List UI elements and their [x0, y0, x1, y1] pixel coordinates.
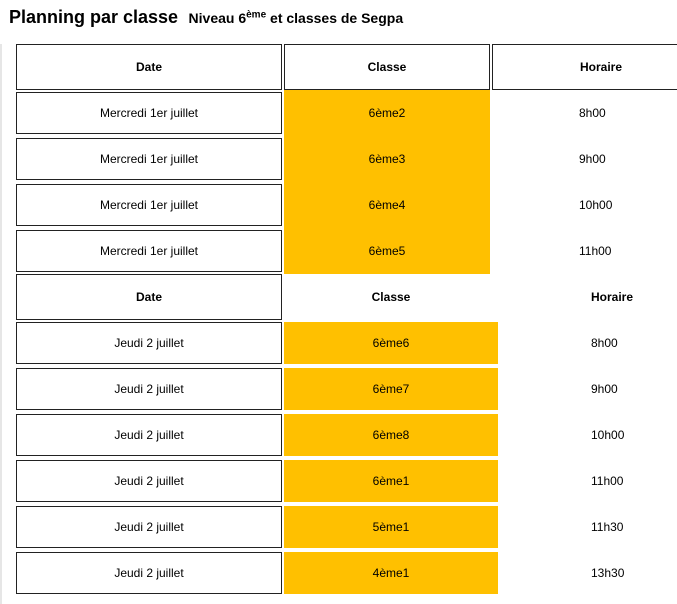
class-cell: 6ème8 [284, 414, 498, 456]
class-cell: 4ème1 [284, 552, 498, 594]
class-cell: 6ème5 [284, 228, 490, 274]
time-cell: 9h00 [591, 382, 618, 396]
page-title: Planning par classe [9, 7, 179, 27]
schedule-table: Date Classe Horaire Mercredi 1er juillet… [14, 44, 677, 596]
class-cell: 6ème1 [284, 460, 498, 502]
header-date: Date [16, 274, 282, 320]
table-row: Mercredi 1er juillet 6ème3 9h00 [14, 136, 677, 182]
time-cell: 11h00 [591, 474, 624, 488]
class-cell: 6ème4 [284, 182, 490, 228]
table-row: Jeudi 2 juillet 6ème8 10h00 [14, 412, 677, 458]
header-classe: Classe [284, 44, 490, 90]
time-cell: 8h00 [579, 106, 606, 120]
page-heading: Planning par classe Niveau 6ème et class… [9, 7, 403, 28]
header-horaire: Horaire [591, 290, 634, 304]
subtitle-prefix: Niveau 6 [188, 10, 247, 26]
header-row-1: Date Classe Horaire [14, 44, 677, 90]
time-cell: 11h30 [591, 520, 624, 534]
time-cell: 10h00 [591, 428, 625, 442]
header-horaire: Horaire [492, 44, 677, 90]
subtitle-suffix: et classes de Segpa [266, 10, 404, 26]
date-cell: Mercredi 1er juillet [16, 92, 282, 134]
table-row: Jeudi 2 juillet 4ème1 13h30 [14, 550, 677, 596]
time-cell: 13h30 [591, 566, 625, 580]
class-cell: 6ème6 [284, 322, 498, 364]
date-cell: Jeudi 2 juillet [16, 460, 282, 502]
subtitle-superscript: ème [246, 9, 267, 21]
class-cell: 6ème2 [284, 90, 490, 136]
table-row: Mercredi 1er juillet 6ème4 10h00 [14, 182, 677, 228]
time-cell: 11h00 [579, 244, 612, 258]
time-cell: 10h00 [579, 198, 613, 212]
date-cell: Jeudi 2 juillet [16, 368, 282, 410]
header-date: Date [16, 44, 282, 90]
header-row-2: Date Classe Horaire [14, 274, 677, 320]
date-cell: Jeudi 2 juillet [16, 506, 282, 548]
table-row: Jeudi 2 juillet 5ème1 11h30 [14, 504, 677, 550]
table-row: Mercredi 1er juillet 6ème5 11h00 [14, 228, 677, 274]
left-divider [0, 44, 2, 604]
table-row: Mercredi 1er juillet 6ème2 8h00 [14, 90, 677, 136]
date-cell: Jeudi 2 juillet [16, 552, 282, 594]
date-cell: Mercredi 1er juillet [16, 230, 282, 272]
class-cell: 5ème1 [284, 506, 498, 548]
table-row: Jeudi 2 juillet 6ème6 8h00 [14, 320, 677, 366]
date-cell: Mercredi 1er juillet [16, 138, 282, 180]
class-cell: 6ème7 [284, 368, 498, 410]
time-cell: 9h00 [579, 152, 606, 166]
class-cell: 6ème3 [284, 136, 490, 182]
table-row: Jeudi 2 juillet 6ème1 11h00 [14, 458, 677, 504]
table-row: Jeudi 2 juillet 6ème7 9h00 [14, 366, 677, 412]
header-classe: Classe [371, 290, 411, 304]
date-cell: Jeudi 2 juillet [16, 414, 282, 456]
page-subtitle: Niveau 6ème et classes de Segpa [188, 9, 404, 26]
date-cell: Jeudi 2 juillet [16, 322, 282, 364]
time-cell: 8h00 [591, 336, 618, 350]
date-cell: Mercredi 1er juillet [16, 184, 282, 226]
